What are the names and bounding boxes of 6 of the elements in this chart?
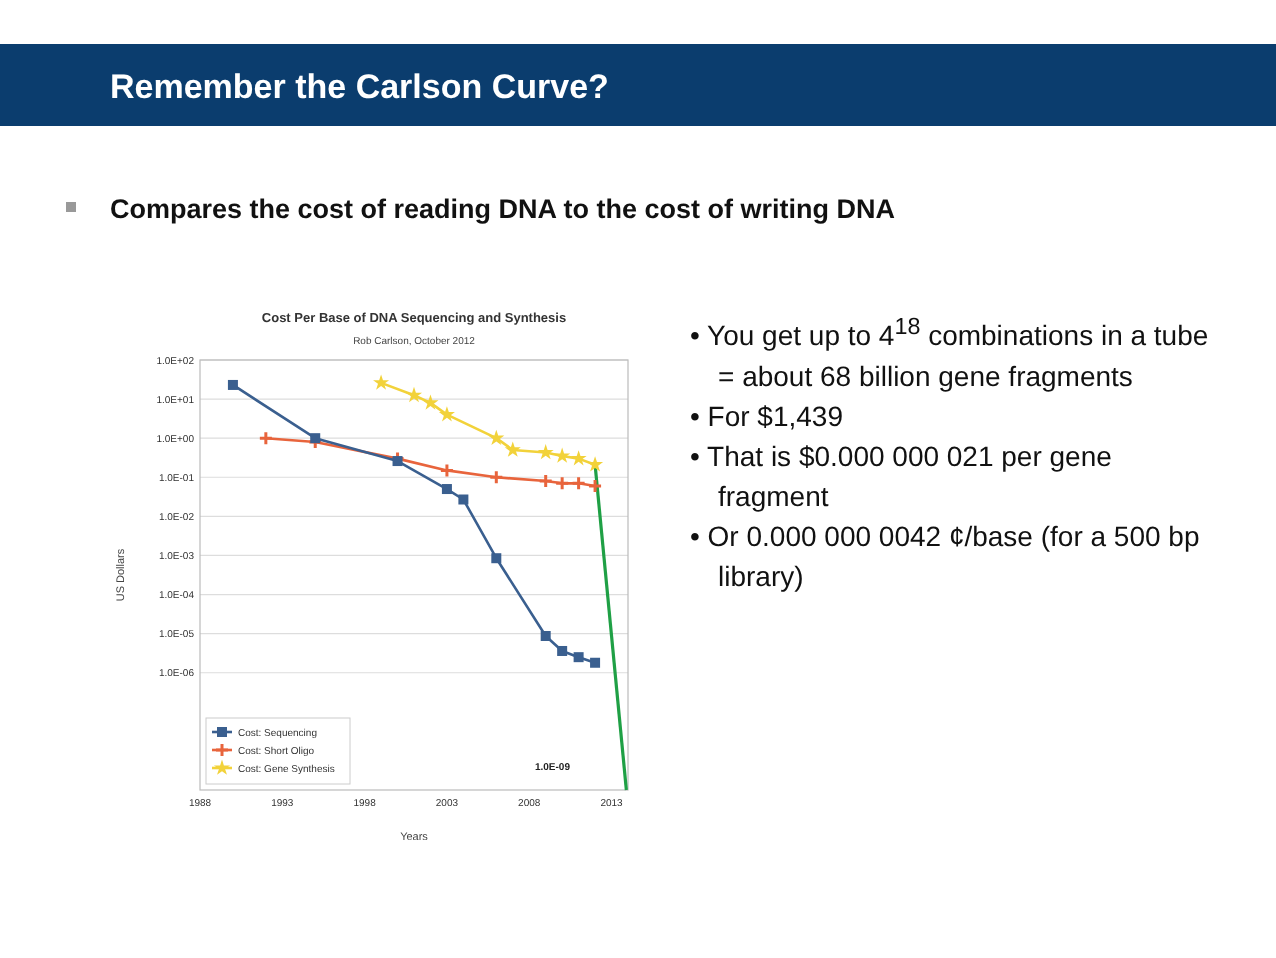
text: Remember the Carlson Curve? (110, 68, 609, 106)
text: Compares the cost of reading DNA to the cost of writing DNA (110, 194, 896, 224)
text: • That is $0.000 000 021 per gene fragment (690, 437, 1114, 516)
text: • Or 0.000 000 0042 ¢/base (for a 500 bp library) (690, 517, 1202, 596)
text: • You get up to 4$^{18}$ combinations in a tube = about 68 billion gene fragments (690, 312, 1211, 396)
text: • For $1,439 (690, 397, 846, 436)
